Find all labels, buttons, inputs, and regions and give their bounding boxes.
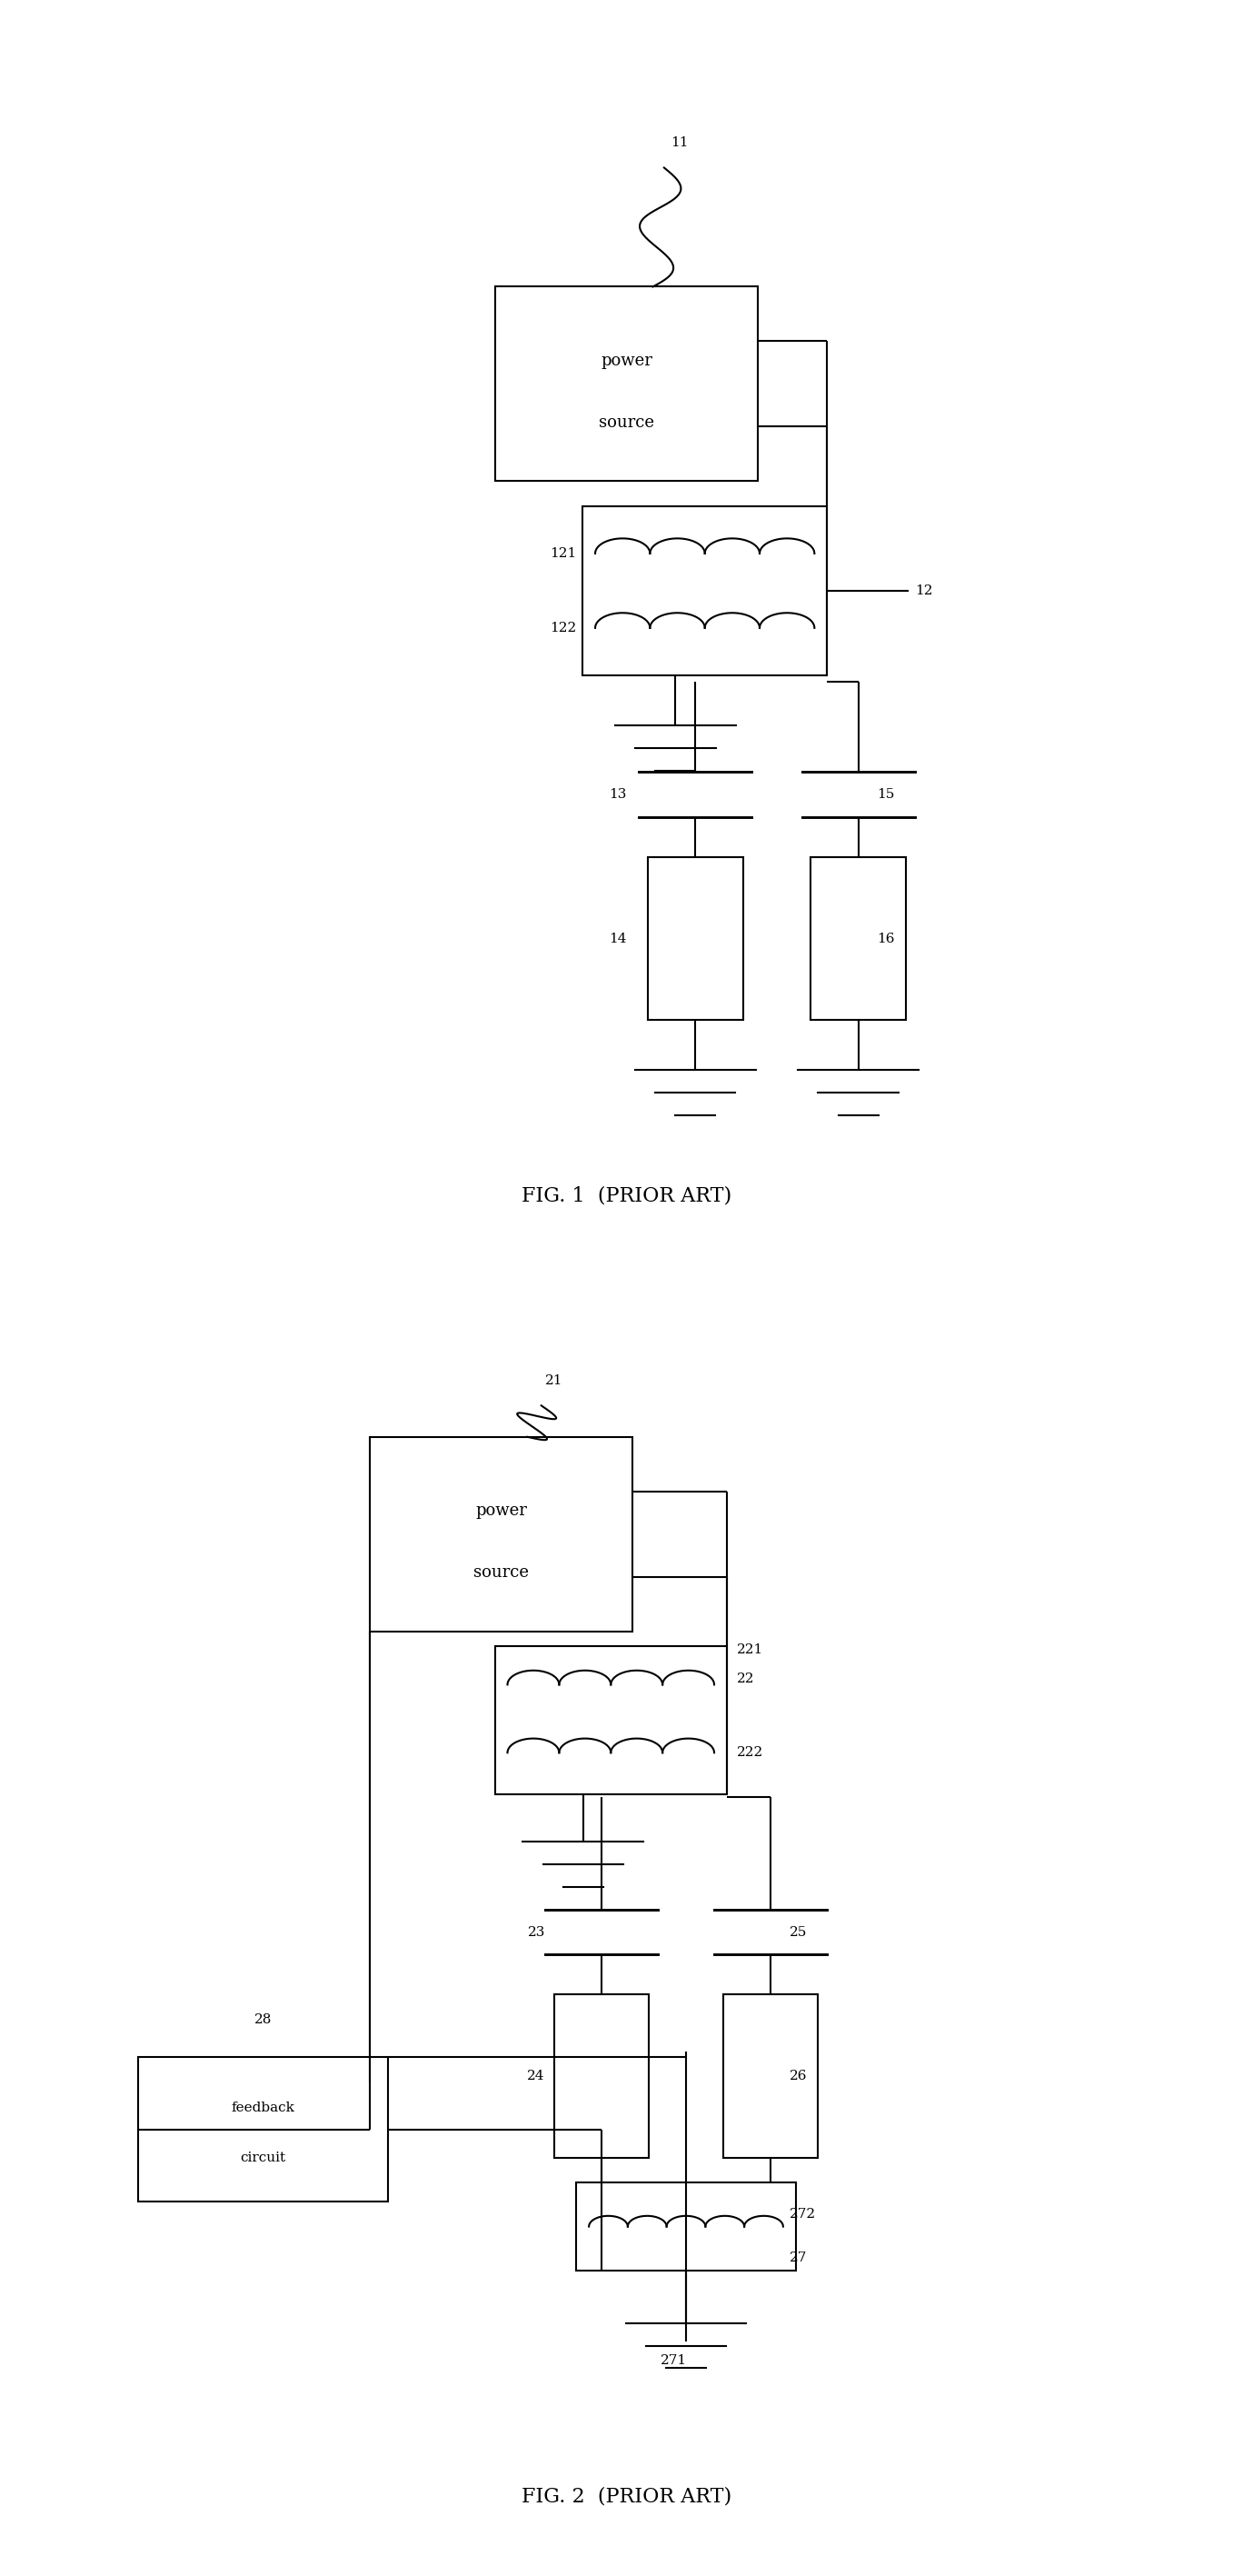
Bar <box>370 1437 633 1631</box>
Text: feedback: feedback <box>232 2102 294 2115</box>
Text: circuit: circuit <box>241 2151 286 2164</box>
Text: 221: 221 <box>737 1643 763 1656</box>
Bar <box>495 286 758 482</box>
Text: power: power <box>600 353 653 368</box>
Text: power: power <box>475 1502 528 1520</box>
Text: 25: 25 <box>789 1927 807 1937</box>
Bar <box>576 2182 796 2269</box>
Text: 121: 121 <box>550 546 576 559</box>
Text: 13: 13 <box>609 788 626 801</box>
Text: 222: 222 <box>737 1747 763 1759</box>
Text: 12: 12 <box>915 585 932 598</box>
Text: 22: 22 <box>737 1672 754 1685</box>
Bar <box>648 858 743 1020</box>
Bar <box>583 505 827 675</box>
Text: 15: 15 <box>877 788 895 801</box>
Text: source: source <box>474 1564 529 1582</box>
Text: 271: 271 <box>660 2354 687 2367</box>
Text: 27: 27 <box>789 2251 807 2264</box>
Bar <box>554 1994 649 2159</box>
Text: 26: 26 <box>789 2069 807 2081</box>
Text: 11: 11 <box>670 137 688 149</box>
Text: 14: 14 <box>609 933 626 945</box>
Text: 122: 122 <box>550 621 576 634</box>
Text: 24: 24 <box>528 2069 545 2081</box>
Bar <box>138 2058 388 2202</box>
Text: source: source <box>599 415 654 430</box>
Text: 16: 16 <box>877 933 895 945</box>
Bar <box>723 1994 818 2159</box>
Text: FIG. 2  (PRIOR ART): FIG. 2 (PRIOR ART) <box>521 2486 732 2506</box>
Text: FIG. 1  (PRIOR ART): FIG. 1 (PRIOR ART) <box>521 1185 732 1206</box>
Bar <box>495 1646 727 1793</box>
Text: 21: 21 <box>545 1373 563 1386</box>
Text: 28: 28 <box>254 2014 272 2027</box>
Text: 272: 272 <box>789 2208 816 2221</box>
Bar <box>811 858 906 1020</box>
Text: 23: 23 <box>528 1927 545 1937</box>
